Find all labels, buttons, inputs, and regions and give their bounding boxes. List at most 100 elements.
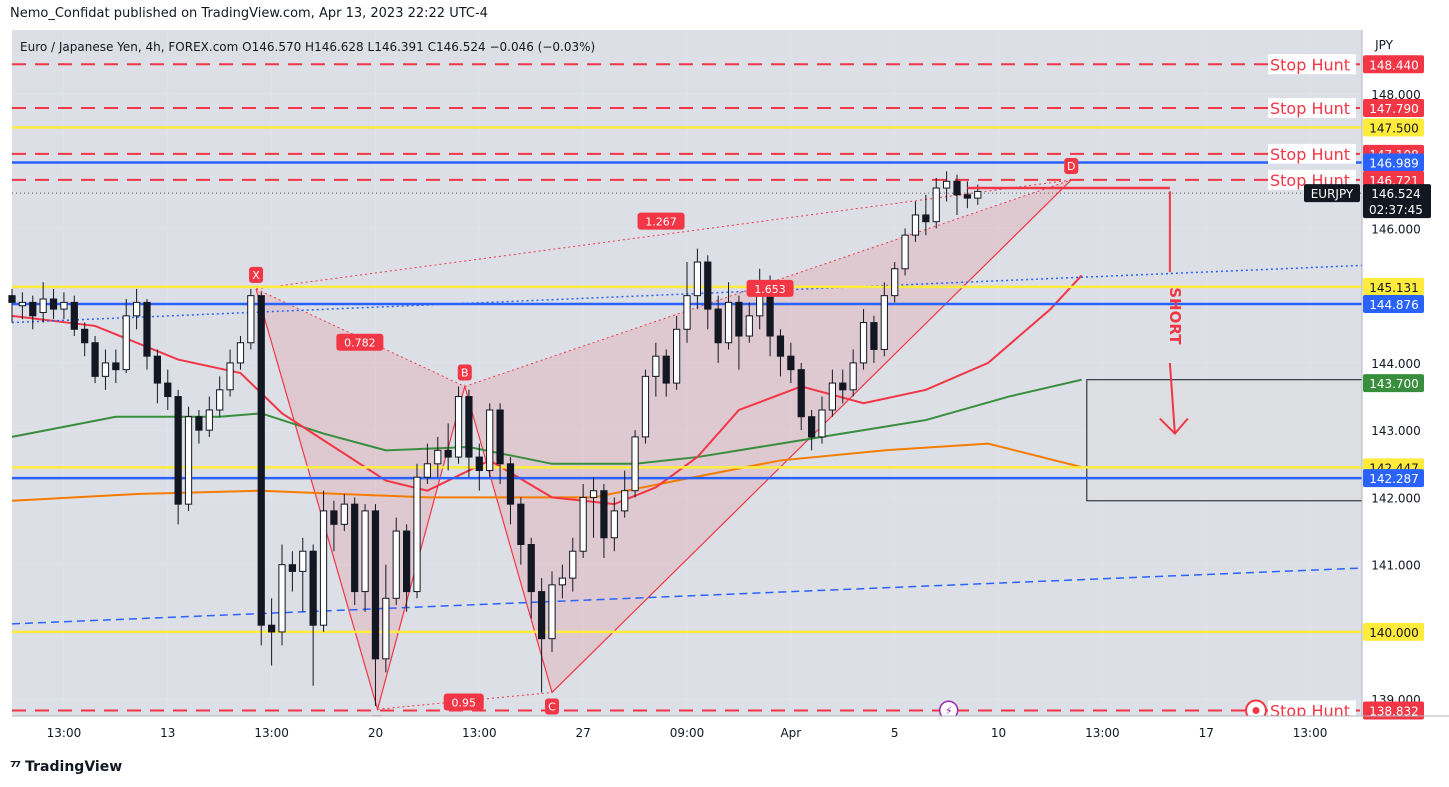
time-axis bbox=[12, 716, 1362, 746]
candle-body bbox=[849, 362, 857, 391]
candle-body bbox=[91, 342, 99, 377]
stop-hunt-label: Stop Hunt bbox=[1270, 145, 1350, 164]
candle-body bbox=[18, 301, 26, 307]
target-zone-box bbox=[1086, 379, 1363, 502]
candle-body bbox=[527, 544, 535, 593]
candle-body bbox=[465, 396, 473, 458]
candle-body bbox=[319, 510, 328, 626]
candle-body bbox=[558, 577, 566, 586]
candle-body bbox=[621, 490, 629, 512]
candle-body bbox=[943, 180, 951, 189]
candle-body bbox=[133, 301, 141, 317]
price-tag-label: 140.000 bbox=[1369, 626, 1419, 640]
candle-body bbox=[434, 449, 442, 465]
price-tag-label: 144.876 bbox=[1369, 298, 1419, 312]
x-tick-label: 13:00 bbox=[1293, 726, 1328, 740]
candle-body bbox=[101, 362, 110, 377]
stop-hunt-label: Stop Hunt bbox=[1270, 55, 1350, 74]
candle-body bbox=[81, 328, 89, 344]
candle-body bbox=[953, 180, 961, 196]
candle-body bbox=[70, 301, 78, 330]
candle-body bbox=[39, 298, 47, 313]
candle-body bbox=[704, 261, 712, 310]
price-tag bbox=[1363, 277, 1424, 296]
price-tag bbox=[1363, 55, 1424, 74]
candle-body bbox=[714, 308, 722, 344]
x-tick-label: 17 bbox=[1199, 726, 1214, 740]
candle-body bbox=[392, 530, 400, 599]
stop-hunt-bg bbox=[1268, 98, 1356, 119]
candle-body bbox=[195, 416, 203, 431]
candle-body bbox=[236, 342, 245, 364]
candle-body bbox=[787, 355, 795, 371]
candle-body bbox=[382, 597, 390, 660]
candle-body bbox=[423, 463, 431, 478]
ma-green-tag bbox=[1363, 374, 1424, 393]
candle-body bbox=[164, 382, 172, 398]
pattern-point-label: D bbox=[1067, 160, 1075, 173]
pattern-fill-bcd bbox=[464, 179, 1072, 693]
x-tick-label: 09:00 bbox=[670, 726, 705, 740]
symbol-info-part: O bbox=[242, 40, 251, 54]
target-icon-center bbox=[1252, 706, 1260, 714]
candle-body bbox=[735, 301, 743, 337]
candle-body bbox=[517, 503, 525, 546]
symbol-info-part: −0.046 (−0.03%) bbox=[489, 40, 595, 54]
candle-body bbox=[548, 584, 556, 640]
candle-body bbox=[600, 490, 608, 539]
stop-hunt-bg bbox=[1268, 143, 1356, 164]
pattern-point-label: X bbox=[252, 269, 260, 282]
candle-body bbox=[891, 268, 899, 297]
ratio-badge bbox=[336, 333, 384, 351]
ratio-label: 1.267 bbox=[645, 216, 677, 229]
x-tick-label: Apr bbox=[780, 726, 801, 740]
price-tag bbox=[1363, 701, 1424, 720]
currency-label: JPY bbox=[1374, 38, 1394, 52]
ratio-label: 0.782 bbox=[344, 337, 376, 350]
candle-body bbox=[226, 362, 234, 391]
candle-body bbox=[745, 315, 753, 337]
candle-body bbox=[174, 396, 182, 505]
candle-body bbox=[444, 449, 452, 458]
candle-body bbox=[122, 315, 130, 371]
candle-body bbox=[673, 328, 681, 384]
symbol-info-part: 146.391 bbox=[374, 40, 427, 54]
candle-body bbox=[569, 550, 577, 579]
price-tag-label: 147.500 bbox=[1369, 122, 1419, 136]
candle-body bbox=[496, 409, 504, 465]
candle-body bbox=[662, 355, 670, 384]
lightning-icon: ⚡ bbox=[945, 704, 953, 717]
stop-hunt-bg bbox=[1268, 700, 1356, 721]
candle-body bbox=[288, 564, 296, 572]
ratio-label: 0.95 bbox=[451, 697, 476, 710]
ratio-badge bbox=[746, 279, 794, 297]
candle-body bbox=[184, 416, 193, 505]
ma-green-tag-label: 143.700 bbox=[1369, 377, 1419, 391]
symbol-info-part: 146.524 bbox=[436, 40, 489, 54]
candle-body bbox=[631, 436, 639, 492]
symbol-info-part: Euro / Japanese Yen, 4h, FOREX.com bbox=[20, 40, 242, 54]
countdown-label: 02:37:45 bbox=[1369, 203, 1423, 217]
candle-body bbox=[153, 355, 161, 384]
candle-body bbox=[797, 369, 805, 418]
y-tick-label: 148.000 bbox=[1371, 88, 1421, 102]
tradingview-logo[interactable]: ⁷⁷ TradingView bbox=[10, 758, 122, 776]
x-tick-label: 10 bbox=[991, 726, 1006, 740]
x-tick-label: 5 bbox=[891, 726, 899, 740]
ratio-badge bbox=[443, 693, 484, 711]
price-tag bbox=[1363, 153, 1424, 172]
price-tag bbox=[1363, 294, 1424, 313]
candle-body bbox=[340, 503, 348, 525]
y-tick-label: 146.000 bbox=[1371, 222, 1421, 236]
candle-body bbox=[29, 301, 37, 317]
candle-body bbox=[247, 295, 255, 344]
candle-body bbox=[454, 396, 463, 458]
symbol-info-part: H bbox=[305, 40, 314, 54]
x-tick-label: 20 bbox=[368, 726, 383, 740]
candle-body bbox=[486, 409, 494, 472]
short-arrow-shaft-bottom bbox=[1168, 362, 1176, 434]
tradingview-logo-icon: ⁷⁷ bbox=[10, 758, 21, 776]
ratio-badge bbox=[637, 212, 685, 230]
price-tag bbox=[1363, 118, 1424, 137]
